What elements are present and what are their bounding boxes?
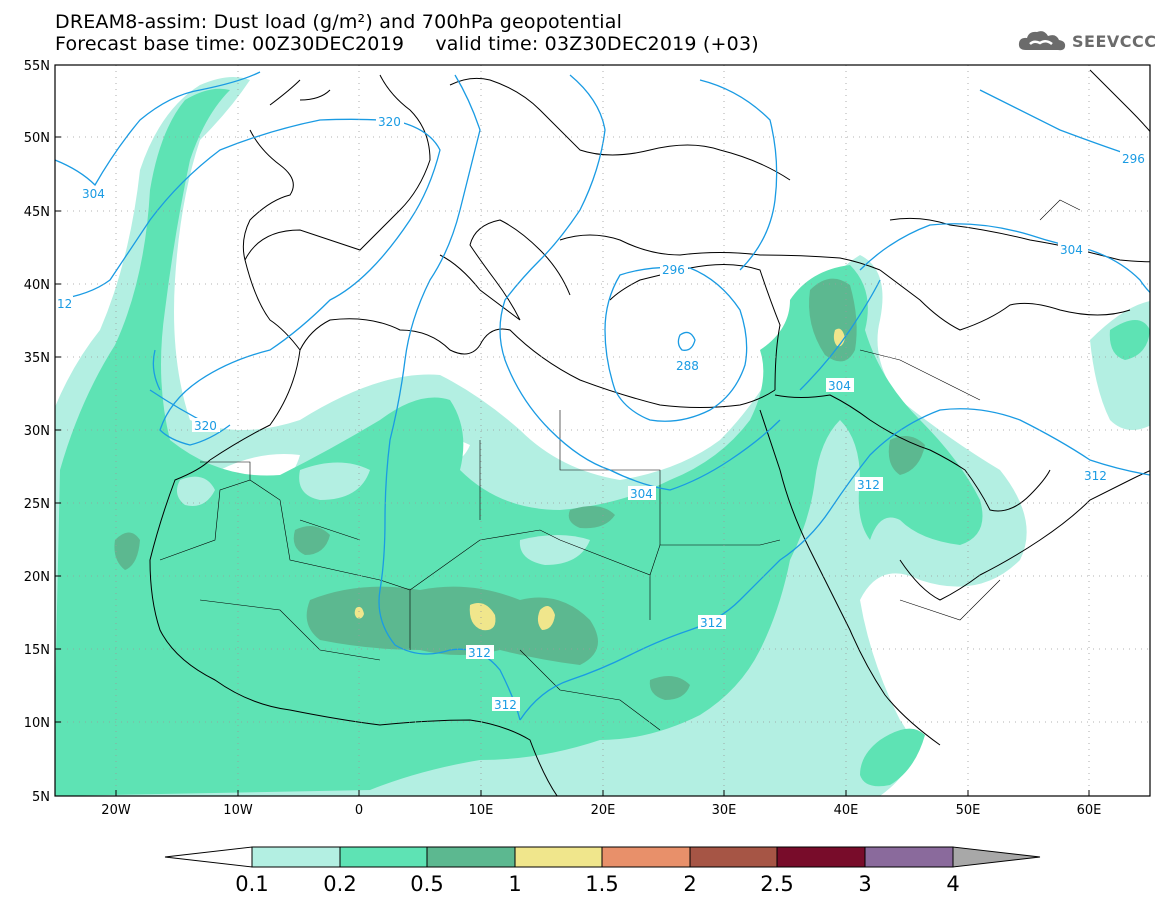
logo-text: SEEVCCC <box>1072 31 1157 51</box>
contour-label: 312 <box>700 616 723 630</box>
coastlines <box>149 69 1150 796</box>
colorbar <box>164 846 1041 868</box>
colorbar-label: 2 <box>683 872 696 896</box>
colorbar-label: 0.1 <box>235 872 268 896</box>
lat-label: 5N <box>32 790 50 805</box>
contour-label: 304 <box>630 487 653 501</box>
colorbar-bin <box>426 846 516 868</box>
colorbar-bin <box>251 846 341 868</box>
dust-layer-medium-gaps <box>176 462 590 565</box>
graticule <box>55 65 1150 796</box>
contour-label: 320 <box>378 115 401 129</box>
lat-label: 50N <box>24 131 50 146</box>
lon-label-group: 20W 10W 0 10E 20E 30E 40E 50E 60E <box>101 803 1101 818</box>
contour-label: 312 <box>494 698 517 712</box>
contour-label: 304 <box>828 379 851 393</box>
lat-label: 30N <box>24 424 50 439</box>
lon-label: 40E <box>834 803 859 818</box>
lon-label: 20W <box>101 803 131 818</box>
lat-label: 10N <box>24 716 50 731</box>
colorbar-label: 3 <box>858 872 871 896</box>
dust-layer-yellow <box>354 328 845 631</box>
contour-label: 312 <box>1084 469 1107 483</box>
colorbar-bin <box>601 846 691 868</box>
lat-label: 15N <box>24 643 50 658</box>
colorbar-label: 2.5 <box>760 872 793 896</box>
dust-layer-medium <box>55 88 1150 796</box>
contour-label: 296 <box>1122 152 1145 166</box>
colorbar-bin <box>864 846 954 868</box>
lon-label: 10W <box>223 803 253 818</box>
logo: SEEVCCC <box>1016 26 1157 56</box>
cloud-icon <box>1018 31 1066 51</box>
title-line-2: Forecast base time: 00Z30DEC2019 valid t… <box>55 33 759 55</box>
contour-label: 320 <box>194 419 217 433</box>
colorbar-label-group: 0.1 0.2 0.5 1 1.5 2 2.5 3 4 <box>235 872 959 896</box>
colorbar-label: 1.5 <box>585 872 618 896</box>
lon-label: 20E <box>591 803 616 818</box>
contour-label: 304 <box>1060 243 1083 257</box>
contour-label: 304 <box>82 187 105 201</box>
colorbar-label: 4 <box>946 872 959 896</box>
colorbar-bin <box>339 846 428 868</box>
contour-label-group: 320 304 12 320 296 304 296 288 304 304 3… <box>55 114 1150 712</box>
colorbar-bin <box>514 846 603 868</box>
lat-label: 20N <box>24 570 50 585</box>
contour-label: 312 <box>468 646 491 660</box>
lon-label: 50E <box>956 803 981 818</box>
colorbar-bin <box>689 846 778 868</box>
lat-label: 25N <box>24 497 50 512</box>
contour-label: 296 <box>662 263 685 277</box>
colorbar-bin <box>776 846 866 868</box>
colorbar-above-triangle <box>952 846 1041 868</box>
contour-label: 288 <box>676 359 699 373</box>
lat-label: 40N <box>24 278 50 293</box>
lon-label: 10E <box>469 803 494 818</box>
axis-ticks <box>55 64 1090 797</box>
colorbar-label: 0.5 <box>410 872 443 896</box>
contour-label: 12 <box>57 297 72 311</box>
lat-label: 55N <box>24 59 50 74</box>
colorbar-label: 0.2 <box>323 872 356 896</box>
lon-label: 0 <box>355 803 363 818</box>
lat-label-group: 55N 50N 45N 40N 35N 30N 25N 20N 15N 10N … <box>24 59 50 805</box>
contour-label: 312 <box>857 478 880 492</box>
lat-label: 35N <box>24 351 50 366</box>
title-line-1: DREAM8-assim: Dust load (g/m²) and 700hP… <box>55 11 623 33</box>
lat-label: 45N <box>24 205 50 220</box>
lon-label: 30E <box>712 803 737 818</box>
colorbar-below-triangle <box>164 846 253 868</box>
lon-label: 60E <box>1077 803 1102 818</box>
colorbar-label: 1 <box>508 872 521 896</box>
